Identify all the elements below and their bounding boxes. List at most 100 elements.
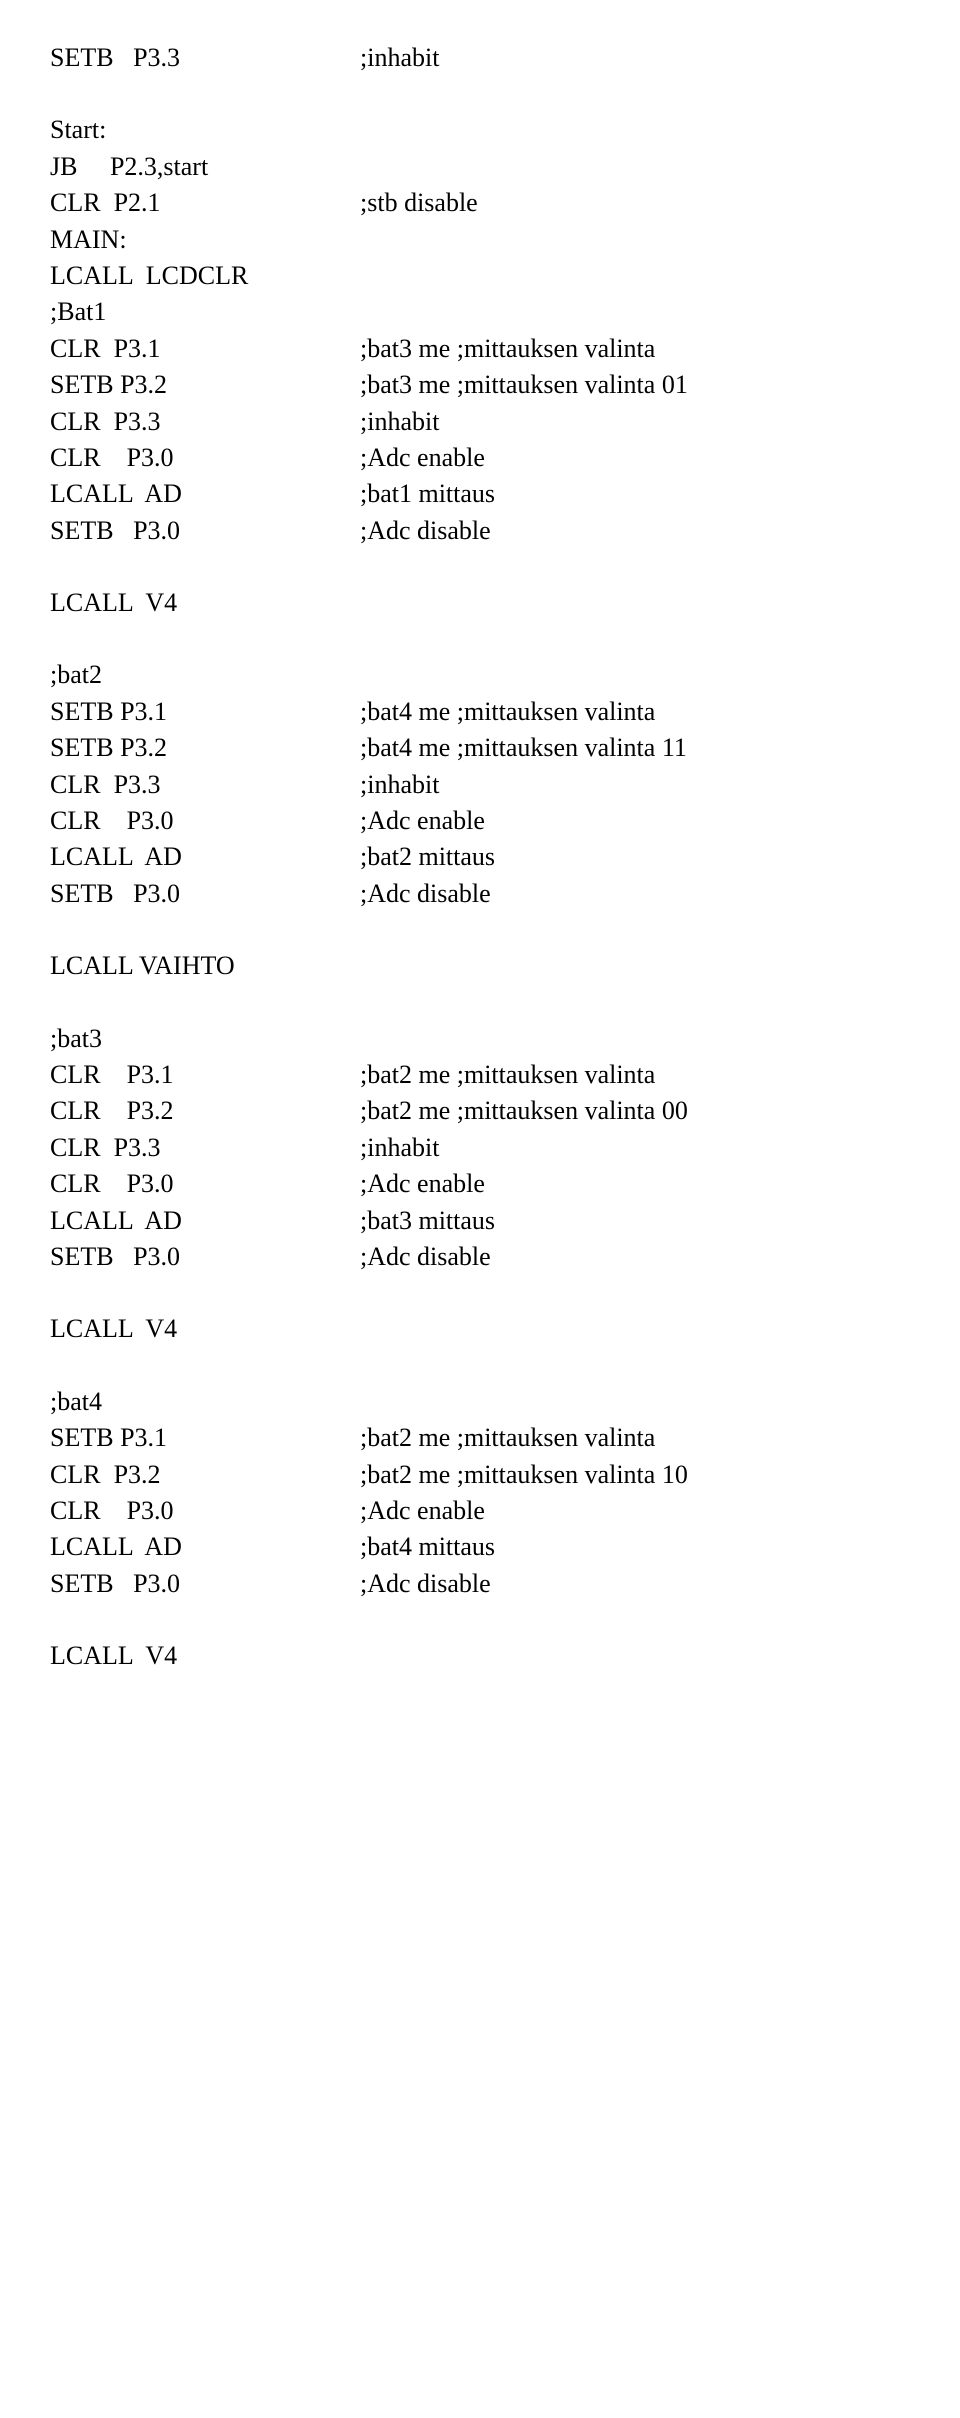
comment-column: ;bat2 me ;mittauksen valinta [360, 1057, 655, 1093]
instruction-column: ;bat2 [50, 657, 360, 693]
comment-column: ;Adc disable [360, 513, 491, 549]
instruction-column: SETB P3.0 [50, 1239, 360, 1275]
comment-column: ;bat2 mittaus [360, 839, 495, 875]
code-line: SETB P3.1;bat4 me ;mittauksen valinta [50, 694, 910, 730]
instruction-column: ;bat3 [50, 1021, 360, 1057]
instruction-column: LCALL LCDCLR [50, 258, 360, 294]
instruction-column: LCALL VAIHTO [50, 948, 360, 984]
comment-column: ;bat1 mittaus [360, 476, 495, 512]
instruction-column: CLR P3.0 [50, 1166, 360, 1202]
code-line: LCALL V4 [50, 1638, 910, 1674]
instruction-column: SETB P3.0 [50, 513, 360, 549]
instruction-column: ;bat4 [50, 1384, 360, 1420]
code-line: LCALL AD;bat4 mittaus [50, 1529, 910, 1565]
instruction-column: SETB P3.3 [50, 40, 360, 76]
instruction-column: Start: [50, 112, 360, 148]
code-line: CLR P3.2;bat2 me ;mittauksen valinta 10 [50, 1457, 910, 1493]
blank-line [50, 621, 910, 657]
code-line: SETB P3.2;bat4 me ;mittauksen valinta 11 [50, 730, 910, 766]
comment-column: ;bat2 me ;mittauksen valinta 10 [360, 1457, 688, 1493]
comment-column: ;Adc disable [360, 1566, 491, 1602]
instruction-column: CLR P3.0 [50, 803, 360, 839]
comment-column: ;Adc enable [360, 1493, 485, 1529]
comment-column: ;inhabit [360, 404, 439, 440]
instruction-column: LCALL AD [50, 1203, 360, 1239]
comment-column: ;bat3 me ;mittauksen valinta 01 [360, 367, 688, 403]
comment-column: ;bat3 mittaus [360, 1203, 495, 1239]
code-line: SETB P3.1;bat2 me ;mittauksen valinta [50, 1420, 910, 1456]
code-line: LCALL LCDCLR [50, 258, 910, 294]
instruction-column: CLR P3.2 [50, 1093, 360, 1129]
comment-column: ;inhabit [360, 1130, 439, 1166]
instruction-column: ;Bat1 [50, 294, 360, 330]
instruction-column: SETB P3.2 [50, 367, 360, 403]
code-line: CLR P3.3;inhabit [50, 1130, 910, 1166]
code-line: CLR P3.0;Adc enable [50, 1493, 910, 1529]
instruction-column: CLR P3.3 [50, 767, 360, 803]
code-line: SETB P3.0;Adc disable [50, 1239, 910, 1275]
instruction-column: SETB P3.1 [50, 694, 360, 730]
code-line: SETB P3.0;Adc disable [50, 876, 910, 912]
comment-column: ;Adc enable [360, 803, 485, 839]
instruction-column: LCALL AD [50, 1529, 360, 1565]
code-line: ;bat4 [50, 1384, 910, 1420]
comment-column: ;bat4 mittaus [360, 1529, 495, 1565]
code-line: MAIN: [50, 222, 910, 258]
comment-column: ;inhabit [360, 40, 439, 76]
code-line: ;Bat1 [50, 294, 910, 330]
code-line: CLR P3.0;Adc enable [50, 440, 910, 476]
code-line: CLR P3.3;inhabit [50, 767, 910, 803]
blank-line [50, 985, 910, 1021]
blank-line [50, 1275, 910, 1311]
comment-column: ;bat2 me ;mittauksen valinta 00 [360, 1093, 688, 1129]
code-line: LCALL V4 [50, 585, 910, 621]
instruction-column: LCALL V4 [50, 1638, 360, 1674]
code-line: SETB P3.3;inhabit [50, 40, 910, 76]
comment-column: ;bat3 me ;mittauksen valinta [360, 331, 655, 367]
code-line: SETB P3.2;bat3 me ;mittauksen valinta 01 [50, 367, 910, 403]
code-line: LCALL V4 [50, 1311, 910, 1347]
instruction-column: LCALL AD [50, 839, 360, 875]
comment-column: ;Adc enable [360, 1166, 485, 1202]
code-line: LCALL AD;bat3 mittaus [50, 1203, 910, 1239]
blank-line [50, 76, 910, 112]
instruction-column: LCALL AD [50, 476, 360, 512]
comment-column: ;Adc disable [360, 1239, 491, 1275]
instruction-column: SETB P3.1 [50, 1420, 360, 1456]
code-line: Start: [50, 112, 910, 148]
code-line: CLR P3.3;inhabit [50, 404, 910, 440]
code-line: LCALL AD;bat2 mittaus [50, 839, 910, 875]
instruction-column: SETB P3.2 [50, 730, 360, 766]
blank-line [50, 549, 910, 585]
code-line: CLR P3.0;Adc enable [50, 803, 910, 839]
instruction-column: CLR P3.2 [50, 1457, 360, 1493]
instruction-column: MAIN: [50, 222, 360, 258]
code-line: SETB P3.0;Adc disable [50, 513, 910, 549]
instruction-column: CLR P3.3 [50, 1130, 360, 1166]
blank-line [50, 1348, 910, 1384]
code-line: CLR P2.1;stb disable [50, 185, 910, 221]
code-line: LCALL VAIHTO [50, 948, 910, 984]
code-line: CLR P3.1;bat2 me ;mittauksen valinta [50, 1057, 910, 1093]
instruction-column: CLR P3.3 [50, 404, 360, 440]
instruction-column: LCALL V4 [50, 1311, 360, 1347]
instruction-column: JB P2.3,start [50, 149, 360, 185]
code-line: ;bat3 [50, 1021, 910, 1057]
assembly-code-listing: SETB P3.3;inhabitStart:JB P2.3,startCLR … [50, 40, 910, 1674]
instruction-column: LCALL V4 [50, 585, 360, 621]
instruction-column: CLR P3.1 [50, 331, 360, 367]
instruction-column: CLR P3.0 [50, 1493, 360, 1529]
code-line: CLR P3.0;Adc enable [50, 1166, 910, 1202]
instruction-column: SETB P3.0 [50, 1566, 360, 1602]
code-line: ;bat2 [50, 657, 910, 693]
comment-column: ;stb disable [360, 185, 478, 221]
instruction-column: CLR P2.1 [50, 185, 360, 221]
blank-line [50, 1602, 910, 1638]
instruction-column: CLR P3.1 [50, 1057, 360, 1093]
comment-column: ;bat4 me ;mittauksen valinta 11 [360, 730, 687, 766]
comment-column: ;inhabit [360, 767, 439, 803]
blank-line [50, 912, 910, 948]
code-line: JB P2.3,start [50, 149, 910, 185]
comment-column: ;Adc enable [360, 440, 485, 476]
comment-column: ;Adc disable [360, 876, 491, 912]
